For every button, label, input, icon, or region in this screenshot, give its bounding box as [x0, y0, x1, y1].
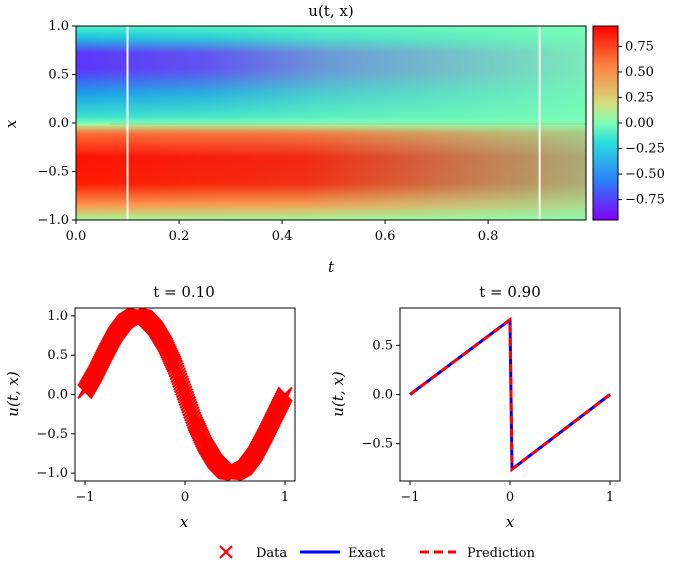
heatmap-y-tick-label: 0.5 [48, 68, 69, 83]
panel-left-y-label: u(t, x) [4, 371, 22, 417]
heatmap-y-ticks: 1.0 0.5 0.0 −0.5 −1.0 [37, 19, 76, 228]
colorbar-tick-label: 0.00 [625, 116, 654, 131]
panel-right-x-label: x [506, 513, 515, 531]
colorbar: 0.75 0.50 0.25 0.00 −0.25 −0.50 −0.75 [592, 25, 665, 221]
panel-right-x-ticks: −1 0 1 [400, 481, 614, 505]
panel-t-0.10: t = 0.10 −1 0 1 1.0 0.5 0.0 −0.5 −1.0 x u(t, x… [4, 283, 296, 531]
heatmap-y-tick-label: 1.0 [48, 19, 69, 34]
colorbar-tick-label: −0.75 [625, 193, 665, 208]
colorbar-tick-label: 0.25 [625, 90, 654, 105]
panel-left-x-ticks: −1 0 1 [75, 481, 289, 505]
heatmap-y-label: x [2, 119, 20, 128]
heatmap-x-ticks: 0.0 0.2 0.4 0.6 0.8 [66, 220, 499, 244]
heatmap-y-tick-label: −0.5 [37, 165, 69, 180]
panel-right-x-tick-label: 0 [506, 490, 514, 505]
panel-right-y-label: u(t, x) [329, 371, 347, 417]
panel-left-y-tick-label: 0.5 [47, 348, 68, 363]
data-point [277, 386, 293, 403]
panel-right-x-tick-label: 1 [606, 490, 614, 505]
panel-right-y-tick-label: 0.0 [372, 388, 393, 403]
panel-left-x-label: x [180, 513, 189, 531]
heatmap-x-tick-label: 0.4 [272, 229, 293, 244]
panel-left-y-tick-label: −0.5 [36, 427, 68, 442]
heatmap-x-tick-label: 0.0 [66, 229, 87, 244]
panel-right-x-tick-label: −1 [400, 490, 419, 505]
panel-left-x-tick-label: −1 [75, 490, 94, 505]
colorbar-tick-label: −0.50 [625, 167, 665, 182]
colorbar-tick-label: 0.50 [625, 65, 654, 80]
legend-data-marker [219, 545, 233, 559]
colorbar-tick-label: −0.25 [625, 142, 665, 157]
heatmap-panel: u(t, x) 0.0 0.2 0.4 0.6 0.8 1.0 0.5 0.0 −0.5 −1.… [2, 2, 587, 276]
panel-left-y-tick-label: −1.0 [36, 466, 68, 481]
panel-left-x-tick-label: 0 [181, 490, 189, 505]
panel-right-y-ticks: 0.5 0.0 −0.5 [361, 338, 400, 452]
heatmap-lower-region [76, 124, 586, 220]
heatmap-x-tick-label: 0.8 [478, 229, 499, 244]
colorbar-ticks: 0.75 0.50 0.25 0.00 −0.25 −0.50 −0.75 [618, 39, 665, 208]
heatmap-x-label: t [328, 258, 335, 276]
legend-data-label: Data [256, 546, 287, 561]
panel-right-y-tick-label: 0.5 [372, 338, 393, 353]
heatmap-x-tick-label: 0.6 [375, 229, 396, 244]
heatmap-x-tick-label: 0.2 [169, 229, 190, 244]
panel-t-0.90: t = 0.90 −1 0 1 0.5 0.0 −0.5 x u(t, x) [329, 283, 621, 531]
panel-left-y-tick-label: 0.0 [47, 388, 68, 403]
legend: Data Exact Prediction [219, 545, 536, 561]
legend-exact-label: Exact [348, 546, 386, 561]
panel-left-title: t = 0.10 [153, 283, 215, 301]
heatmap-upper-region [76, 26, 586, 124]
panel-left-y-ticks: 1.0 0.5 0.0 −0.5 −1.0 [36, 309, 75, 481]
colorbar-gradient [592, 25, 619, 221]
panel-right-title: t = 0.90 [479, 283, 541, 301]
panel-left-y-tick-label: 1.0 [47, 309, 68, 324]
heatmap-title: u(t, x) [308, 2, 353, 20]
data-series [77, 307, 293, 481]
colorbar-tick-label: 0.75 [625, 39, 654, 54]
legend-prediction-label: Prediction [467, 546, 536, 561]
prediction-line [409, 316, 611, 473]
heatmap-y-tick-label: 0.0 [48, 116, 69, 131]
panel-right-y-tick-label: −0.5 [361, 437, 393, 452]
panel-left-x-tick-label: 1 [281, 490, 289, 505]
heatmap-y-tick-label: −1.0 [37, 213, 69, 228]
